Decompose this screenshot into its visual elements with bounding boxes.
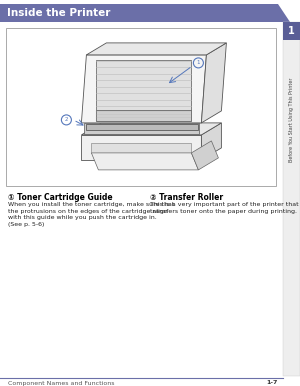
Bar [283,22,300,376]
Polygon shape [201,123,221,160]
Polygon shape [81,135,201,160]
Text: Before You Start Using This Printer: Before You Start Using This Printer [289,78,294,162]
Text: 1: 1 [288,26,295,36]
Polygon shape [96,60,191,110]
Text: Inside the Printer: Inside the Printer [7,8,110,18]
Polygon shape [81,55,206,123]
Bar [283,22,300,40]
Bar [6,28,276,186]
Text: When you install the toner cartridge, make sure that
the protrusions on the edge: When you install the toner cartridge, ma… [8,202,174,227]
Polygon shape [0,4,290,22]
Polygon shape [86,124,198,130]
Polygon shape [81,123,221,135]
Polygon shape [201,43,226,123]
Polygon shape [92,153,198,170]
Text: 1: 1 [197,60,200,65]
Text: This is a very important part of the printer that
transfers toner onto the paper: This is a very important part of the pri… [150,202,298,213]
Polygon shape [86,43,226,55]
Polygon shape [92,143,191,153]
Text: Component Names and Functions: Component Names and Functions [8,381,115,386]
Polygon shape [84,123,200,134]
Text: 2: 2 [65,117,68,122]
Text: ① Toner Cartridge Guide: ① Toner Cartridge Guide [8,193,112,202]
Text: ② Transfer Roller: ② Transfer Roller [150,193,223,202]
Polygon shape [191,141,218,170]
Polygon shape [96,110,191,121]
Text: 1-7: 1-7 [267,381,278,386]
